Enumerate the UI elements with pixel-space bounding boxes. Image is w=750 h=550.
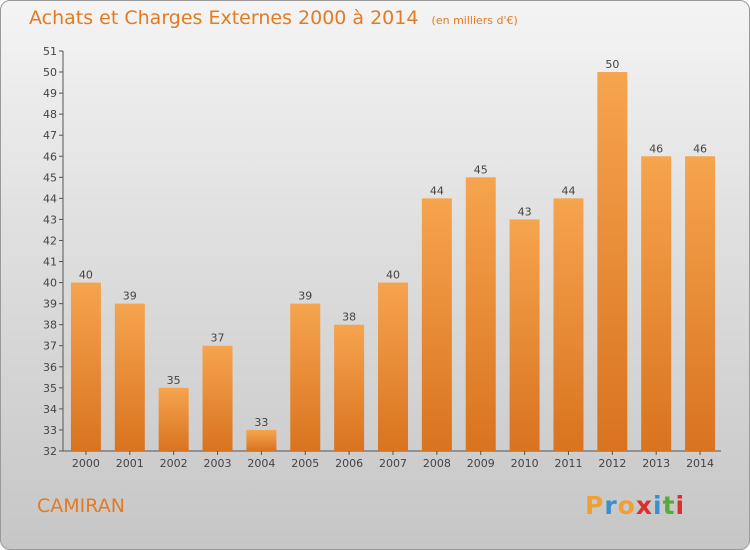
y-tick-label: 38 xyxy=(43,319,57,332)
x-tick-label: 2007 xyxy=(379,457,407,470)
bar xyxy=(685,156,716,451)
logo-letter: r xyxy=(604,491,618,520)
x-tick-label: 2009 xyxy=(467,457,495,470)
x-tick-label: 2006 xyxy=(335,457,363,470)
y-tick-label: 37 xyxy=(43,340,57,353)
y-tick-label: 44 xyxy=(43,192,57,205)
commune-name: CAMIRAN xyxy=(37,495,125,517)
bar xyxy=(114,303,145,451)
bar-value-label: 40 xyxy=(386,269,400,282)
y-tick-label: 41 xyxy=(43,256,57,269)
x-tick-label: 2002 xyxy=(160,457,188,470)
bar xyxy=(465,177,496,451)
bar-value-label: 43 xyxy=(518,205,532,218)
bar-value-label: 40 xyxy=(79,269,93,282)
x-tick-label: 2008 xyxy=(423,457,451,470)
bar xyxy=(378,282,408,451)
y-tick-label: 47 xyxy=(43,129,57,142)
chart-title: Achats et Charges Externes 2000 à 2014 xyxy=(29,7,419,29)
x-tick-label: 2011 xyxy=(554,457,582,470)
bar xyxy=(509,219,540,451)
title-block: Achats et Charges Externes 2000 à 2014 (… xyxy=(29,7,518,29)
y-tick-label: 45 xyxy=(43,171,57,184)
y-tick-label: 32 xyxy=(43,445,57,458)
logo-letter: x xyxy=(635,491,653,520)
y-tick-label: 33 xyxy=(43,424,57,437)
bar-value-label: 35 xyxy=(167,374,181,387)
bar-value-label: 44 xyxy=(561,184,575,197)
bar-value-label: 44 xyxy=(430,184,444,197)
x-tick-label: 2003 xyxy=(204,457,232,470)
x-tick-label: 2004 xyxy=(247,457,275,470)
bar-value-label: 46 xyxy=(693,142,707,155)
logo-letter: P xyxy=(585,491,605,520)
bar-value-label: 46 xyxy=(649,142,663,155)
bar xyxy=(246,429,277,451)
y-tick-label: 46 xyxy=(43,150,57,163)
y-tick-label: 39 xyxy=(43,298,57,311)
x-tick-label: 2014 xyxy=(686,457,714,470)
bar-value-label: 45 xyxy=(474,163,488,176)
bar xyxy=(641,156,672,451)
y-tick-label: 48 xyxy=(43,108,57,121)
bar-value-label: 50 xyxy=(605,58,619,71)
x-tick-label: 2001 xyxy=(116,457,144,470)
bar-value-label: 39 xyxy=(298,290,312,303)
y-tick-label: 43 xyxy=(43,213,57,226)
bar xyxy=(202,345,233,451)
y-tick-label: 35 xyxy=(43,382,57,395)
y-tick-label: 51 xyxy=(43,45,57,58)
bar xyxy=(334,324,365,451)
y-tick-label: 50 xyxy=(43,66,57,79)
chart-subtitle: (en milliers d'€) xyxy=(431,14,518,27)
bar xyxy=(158,387,189,451)
x-tick-label: 2010 xyxy=(511,457,539,470)
y-tick-label: 49 xyxy=(43,87,57,100)
bar xyxy=(597,72,628,451)
bar-value-label: 37 xyxy=(211,332,225,345)
bar xyxy=(70,282,101,451)
bar-value-label: 38 xyxy=(342,311,356,324)
bar-value-label: 33 xyxy=(254,416,268,429)
bar xyxy=(553,198,584,451)
x-tick-label: 2013 xyxy=(642,457,670,470)
x-tick-label: 2005 xyxy=(291,457,319,470)
x-tick-label: 2012 xyxy=(598,457,626,470)
y-tick-label: 36 xyxy=(43,361,57,374)
bar xyxy=(290,303,321,451)
proxiti-logo: Proxiti xyxy=(585,491,685,520)
bar xyxy=(421,198,452,451)
logo-letter: t xyxy=(662,491,676,520)
y-tick-label: 40 xyxy=(43,277,57,290)
logo-letter: i xyxy=(653,491,663,520)
bar-value-label: 39 xyxy=(123,290,137,303)
x-tick-label: 2000 xyxy=(72,457,100,470)
y-tick-label: 34 xyxy=(43,403,57,416)
chart-bars: 40 39 35 37 33 39 38 40 44 45 43 44 50 46 46 xyxy=(70,58,716,451)
logo-letter: i xyxy=(675,491,686,520)
logo-letter: o xyxy=(617,491,636,520)
y-tick-label: 42 xyxy=(43,234,57,247)
